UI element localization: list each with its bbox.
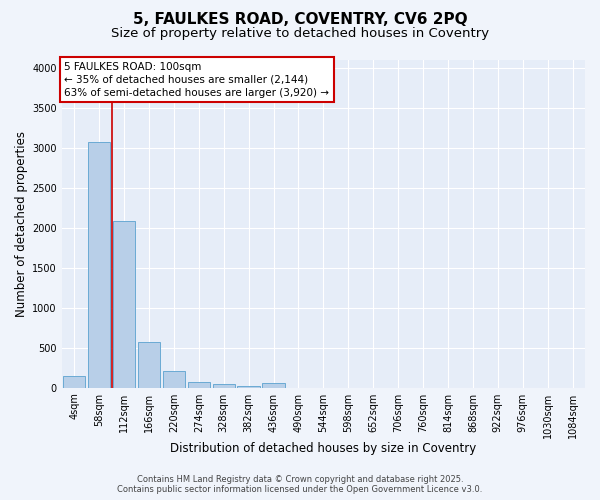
Text: Size of property relative to detached houses in Coventry: Size of property relative to detached ho… — [111, 28, 489, 40]
Text: 5 FAULKES ROAD: 100sqm
← 35% of detached houses are smaller (2,144)
63% of semi-: 5 FAULKES ROAD: 100sqm ← 35% of detached… — [64, 62, 329, 98]
Bar — [212, 384, 235, 388]
Text: 5, FAULKES ROAD, COVENTRY, CV6 2PQ: 5, FAULKES ROAD, COVENTRY, CV6 2PQ — [133, 12, 467, 28]
Bar — [188, 382, 210, 388]
Bar — [113, 220, 135, 388]
Bar — [262, 384, 285, 388]
X-axis label: Distribution of detached houses by size in Coventry: Distribution of detached houses by size … — [170, 442, 476, 455]
Bar — [163, 371, 185, 388]
Bar — [238, 386, 260, 388]
Text: Contains HM Land Registry data © Crown copyright and database right 2025.
Contai: Contains HM Land Registry data © Crown c… — [118, 474, 482, 494]
Bar — [63, 376, 85, 388]
Bar — [138, 342, 160, 388]
Bar — [88, 142, 110, 388]
Y-axis label: Number of detached properties: Number of detached properties — [15, 131, 28, 317]
